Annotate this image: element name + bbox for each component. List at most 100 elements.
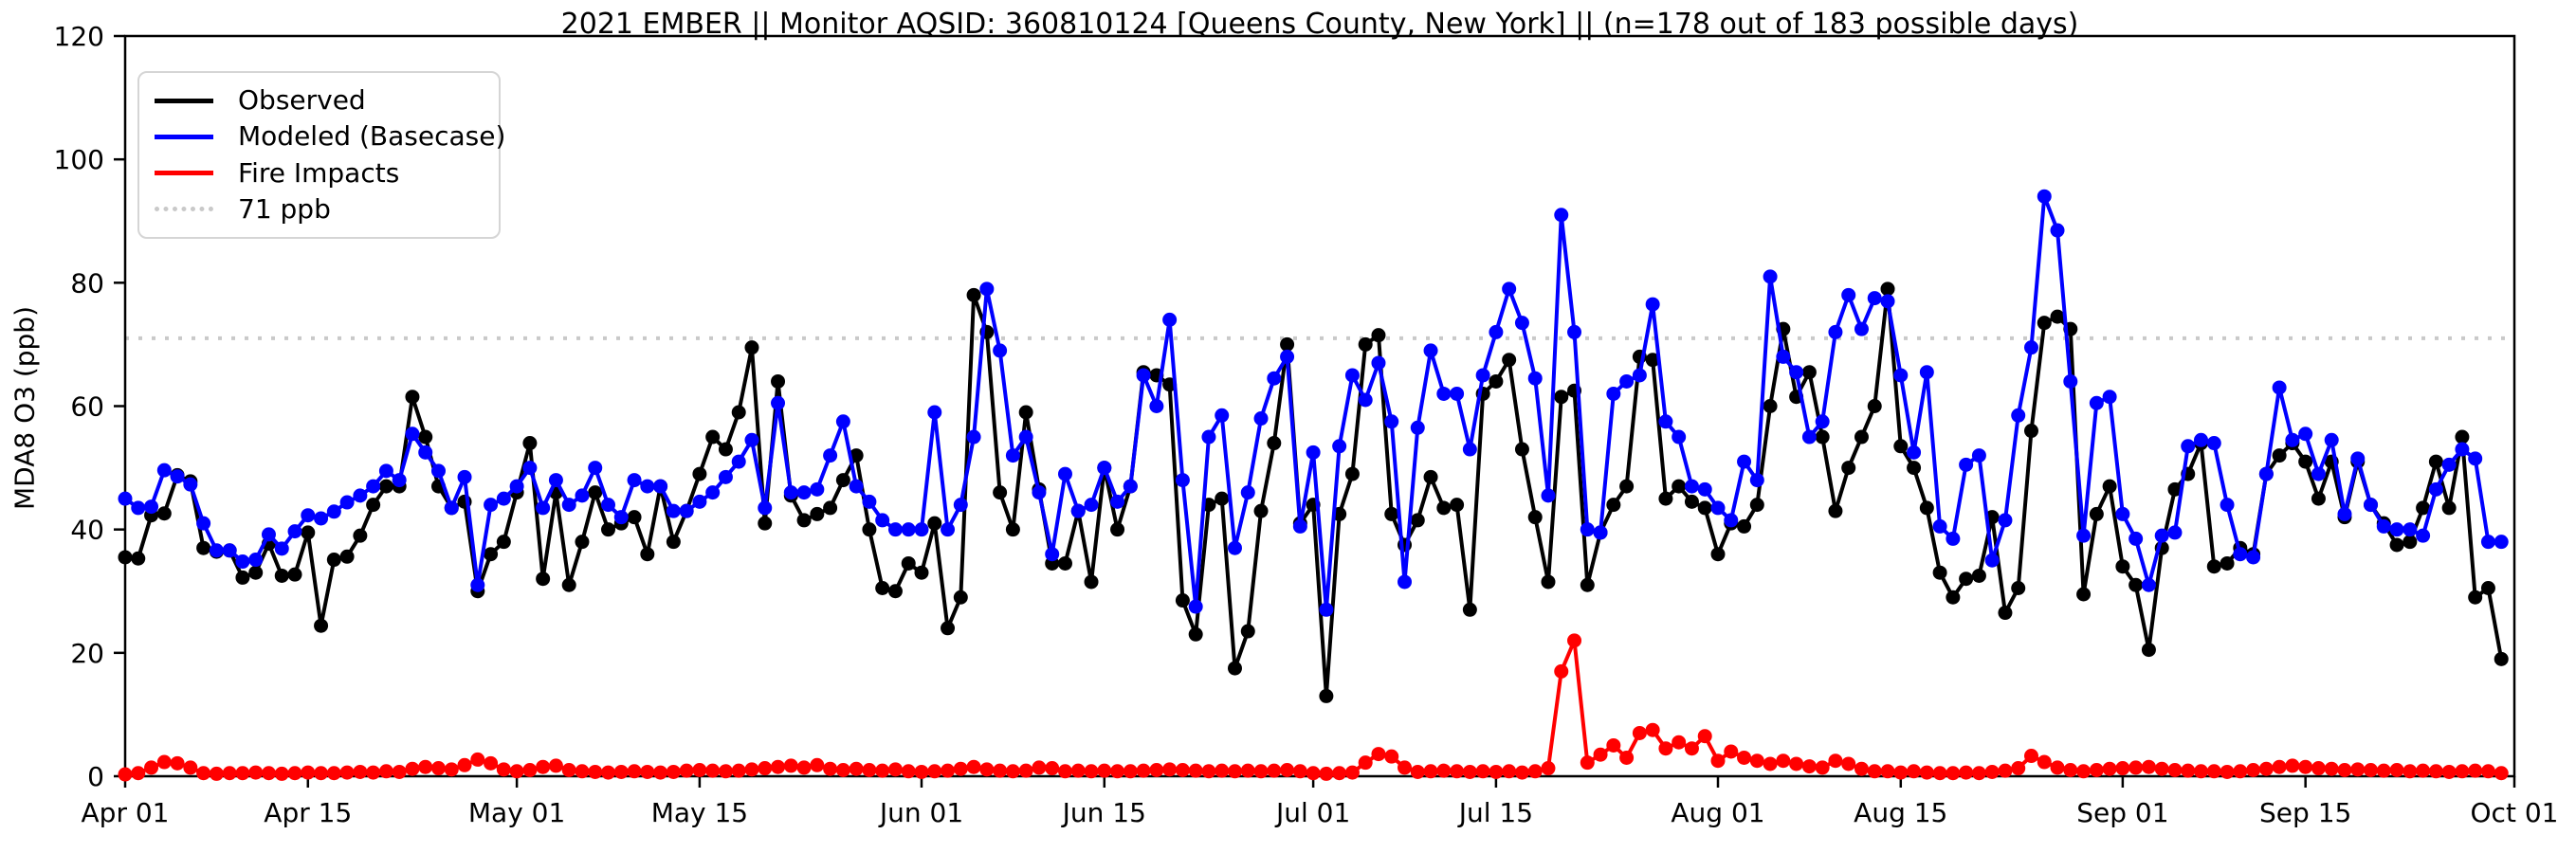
data-point-observed <box>248 565 264 580</box>
data-point-observed <box>366 498 381 513</box>
data-point-modeled-basecase <box>405 426 420 442</box>
data-point-fire-impacts <box>1398 760 1413 775</box>
data-point-fire-impacts <box>1306 766 1321 781</box>
data-point-observed <box>875 580 890 595</box>
data-point-fire-impacts <box>1045 761 1060 776</box>
data-point-modeled-basecase <box>1253 411 1269 426</box>
data-point-modeled-basecase <box>1462 442 1477 457</box>
data-point-observed <box>966 287 981 302</box>
data-point-observed <box>1919 500 1934 516</box>
data-point-fire-impacts <box>575 764 590 779</box>
data-point-observed <box>1658 491 1673 506</box>
data-point-modeled-basecase <box>1749 473 1764 488</box>
data-point-observed <box>314 618 329 633</box>
data-point-observed <box>1005 522 1020 537</box>
data-point-fire-impacts <box>1267 763 1282 778</box>
data-point-modeled-basecase <box>131 500 146 516</box>
data-point-modeled-basecase <box>2389 522 2404 537</box>
data-point-modeled-basecase <box>640 479 655 494</box>
data-point-modeled-basecase <box>1371 355 1386 371</box>
data-point-fire-impacts <box>2194 764 2209 779</box>
data-point-modeled-basecase <box>1828 324 1843 339</box>
data-point-modeled-basecase <box>2141 577 2156 592</box>
data-point-fire-impacts <box>823 761 838 776</box>
data-point-observed <box>1489 373 1504 389</box>
data-point-observed <box>666 535 681 550</box>
data-point-modeled-basecase <box>418 445 433 460</box>
data-point-observed <box>274 568 289 583</box>
data-point-fire-impacts <box>1057 764 1072 779</box>
data-point-fire-impacts <box>1919 765 1934 780</box>
data-point-modeled-basecase <box>1436 386 1452 401</box>
data-point-fire-impacts <box>326 766 341 781</box>
data-point-observed <box>705 429 721 445</box>
data-point-modeled-basecase <box>1280 349 1295 364</box>
data-point-fire-impacts <box>1319 766 1334 781</box>
data-point-modeled-basecase <box>679 503 694 518</box>
data-point-fire-impacts <box>444 762 459 777</box>
data-point-fire-impacts <box>2298 759 2313 774</box>
data-point-observed <box>1423 469 1438 484</box>
data-point-observed <box>1057 555 1072 571</box>
data-point-modeled-basecase <box>810 481 825 497</box>
data-point-observed <box>1971 568 1986 583</box>
data-point-modeled-basecase <box>627 473 642 488</box>
data-point-fire-impacts <box>1371 747 1386 762</box>
data-point-modeled-basecase <box>496 491 511 506</box>
data-point-fire-impacts <box>2206 764 2221 779</box>
y-tick-label: 40 <box>70 515 104 546</box>
data-point-modeled-basecase <box>1645 297 1660 312</box>
data-point-observed <box>1175 593 1190 608</box>
data-point-observed <box>301 525 316 540</box>
data-point-fire-impacts <box>1005 764 1020 779</box>
data-point-modeled-basecase <box>1776 349 1791 364</box>
data-point-observed <box>1502 353 1517 368</box>
data-point-modeled-basecase <box>2167 525 2183 540</box>
data-point-modeled-basecase <box>1697 481 1712 497</box>
data-point-observed <box>418 429 433 445</box>
data-point-modeled-basecase <box>1541 488 1556 503</box>
data-point-fire-impacts <box>1580 755 1595 771</box>
data-point-fire-impacts <box>640 764 655 779</box>
data-point-fire-impacts <box>1749 753 1764 769</box>
x-tick-label: May 01 <box>468 797 565 828</box>
legend-label: Observed <box>238 84 366 117</box>
data-point-fire-impacts <box>287 766 302 781</box>
data-point-modeled-basecase <box>1919 365 1934 380</box>
data-point-observed <box>1344 466 1360 481</box>
data-point-observed <box>1514 442 1529 457</box>
legend-item-modeled: Modeled (Basecase) <box>155 123 505 150</box>
data-point-modeled-basecase <box>430 463 446 479</box>
data-point-modeled-basecase <box>1502 281 1517 297</box>
data-point-modeled-basecase <box>953 498 968 513</box>
data-point-observed <box>156 506 172 521</box>
data-point-fire-impacts <box>810 757 825 772</box>
data-point-modeled-basecase <box>2050 223 2065 238</box>
data-point-modeled-basecase <box>1789 365 1804 380</box>
data-point-modeled-basecase <box>1306 445 1321 460</box>
data-point-modeled-basecase <box>2011 408 2026 423</box>
data-point-fire-impacts <box>1032 760 1047 775</box>
data-point-fire-impacts <box>2376 763 2391 778</box>
data-point-fire-impacts <box>1332 766 1347 781</box>
data-point-fire-impacts <box>2011 761 2026 776</box>
data-point-fire-impacts <box>2258 761 2274 776</box>
data-point-modeled-basecase <box>457 469 472 484</box>
data-point-modeled-basecase <box>209 543 224 558</box>
data-point-observed <box>1280 336 1295 352</box>
data-point-fire-impacts <box>2037 754 2052 770</box>
data-point-fire-impacts <box>1084 764 1099 779</box>
y-tick-label: 80 <box>70 267 104 299</box>
data-point-observed <box>1319 688 1334 703</box>
data-point-observed <box>1384 506 1399 521</box>
data-point-fire-impacts <box>744 762 759 777</box>
data-point-modeled-basecase <box>1215 408 1230 423</box>
data-point-modeled-basecase <box>196 516 211 531</box>
data-point-modeled-basecase <box>1201 429 1216 445</box>
data-point-modeled-basecase <box>1489 324 1504 339</box>
data-point-fire-impacts <box>457 757 472 772</box>
data-point-fire-impacts <box>2050 760 2065 775</box>
legend: Observed Modeled (Basecase) Fire Impacts… <box>137 71 505 239</box>
data-point-fire-impacts <box>1240 763 1255 778</box>
data-point-modeled-basecase <box>2468 451 2483 466</box>
